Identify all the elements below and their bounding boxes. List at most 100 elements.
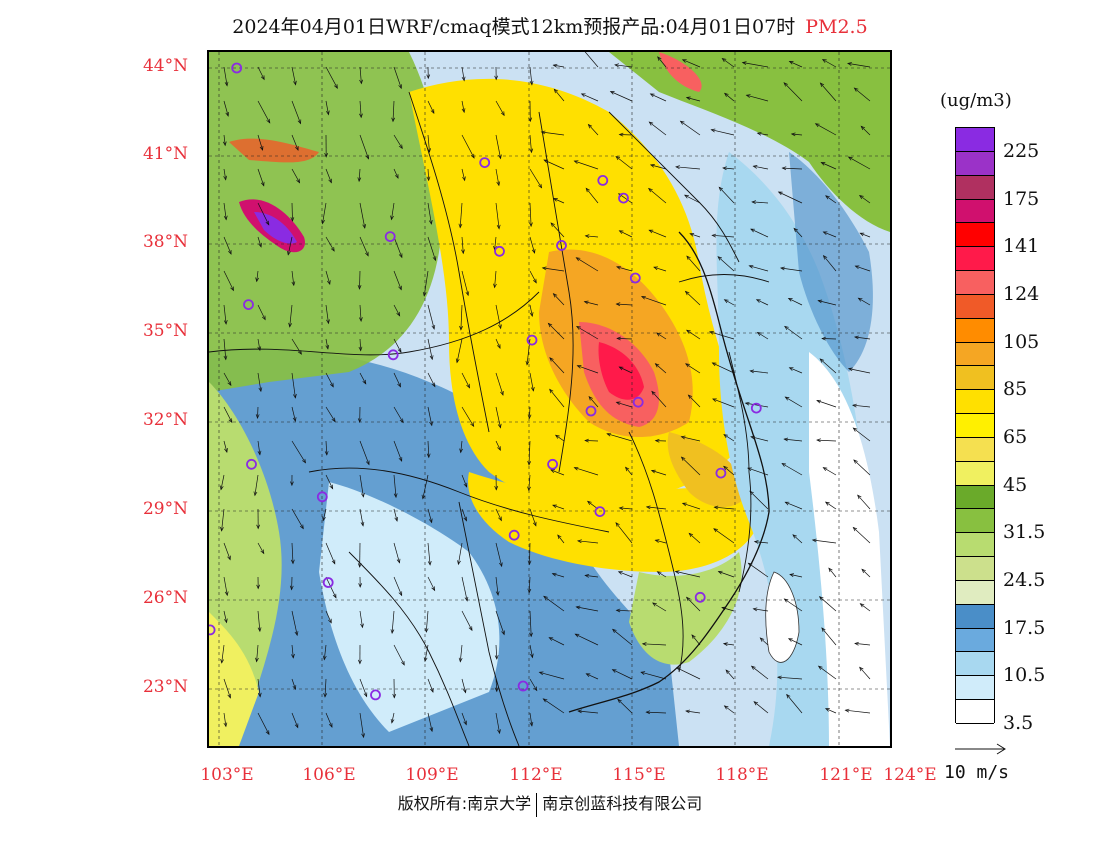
wind-vector	[458, 542, 463, 565]
wind-vector-head	[753, 540, 759, 544]
wind-vector	[685, 710, 701, 714]
wind-vector	[529, 236, 535, 254]
wind-vector-head	[531, 248, 536, 254]
wind-vector	[581, 93, 599, 102]
wind-vector-head	[819, 358, 825, 363]
wind-vector	[676, 667, 701, 680]
colorbar-segment	[956, 437, 994, 462]
wind-vector-head	[747, 562, 753, 567]
wind-vector	[461, 406, 474, 427]
wind-vector-head	[528, 117, 533, 123]
station-marker	[629, 272, 641, 284]
wind-vector	[777, 676, 803, 680]
wind-vector	[788, 638, 803, 646]
wind-vector-head	[781, 463, 787, 467]
wind-vector-head	[357, 563, 362, 568]
wind-vector	[254, 474, 259, 496]
wind-vector	[789, 367, 803, 374]
wind-vector	[393, 406, 404, 423]
colorbar-label: 45	[1003, 473, 1028, 496]
wind-vector-head	[498, 324, 502, 330]
wind-vector-head	[261, 315, 266, 321]
wind-vector-head	[357, 177, 362, 183]
wind-vector	[461, 610, 473, 631]
wind-vector-head	[551, 572, 557, 577]
wind-vector	[291, 508, 304, 529]
wind-vector	[791, 133, 803, 136]
wind-vector	[459, 644, 463, 662]
wind-vector	[257, 610, 261, 632]
wind-vector-head	[357, 659, 362, 665]
wind-vector-head	[257, 346, 262, 352]
lon-label: 109°E	[405, 765, 459, 785]
wind-vector-head	[527, 588, 532, 594]
wind-vector-head	[430, 687, 434, 693]
wind-vector-head	[530, 386, 535, 392]
vector-reference-arrow	[955, 743, 1006, 755]
wind-vector-head	[224, 448, 228, 453]
wind-vector-head	[857, 494, 862, 500]
wind-vector-head	[688, 532, 694, 538]
wind-vector-head	[749, 490, 754, 496]
wind-vector	[427, 372, 436, 387]
wind-vector	[612, 629, 633, 646]
wind-vector	[574, 467, 599, 476]
wind-vector-head	[253, 491, 258, 497]
wind-vector	[825, 501, 837, 510]
wind-vector-head	[689, 233, 695, 237]
wind-vector-head	[494, 485, 499, 491]
wind-vector-head	[784, 501, 790, 506]
wind-vector-head	[817, 665, 823, 670]
wind-vector-head	[423, 657, 428, 663]
wind-vector	[291, 134, 299, 151]
wind-vector-head	[431, 382, 436, 388]
wind-vector	[853, 427, 871, 442]
wind-vector-head	[828, 567, 833, 573]
wind-vector-head	[223, 355, 228, 361]
wind-vector	[427, 202, 432, 225]
wind-vector-head	[722, 642, 728, 647]
wind-vector-head	[223, 319, 228, 325]
wind-vector-head	[223, 175, 228, 181]
wind-vector	[709, 331, 735, 340]
wind-vector	[325, 440, 328, 455]
wind-vector-head	[745, 94, 751, 98]
wind-vector	[825, 195, 837, 204]
wind-vector-head	[426, 74, 431, 80]
wind-vector	[748, 562, 769, 578]
wind-vector-head	[496, 181, 501, 187]
wind-vector-head	[399, 418, 404, 424]
wind-vector-head	[256, 584, 261, 590]
wind-vector	[828, 567, 837, 578]
wind-vector	[325, 576, 337, 598]
wind-vector-head	[466, 383, 471, 389]
wind-vector	[610, 91, 633, 102]
wind-vector	[652, 602, 667, 612]
colorbar-segment	[956, 151, 994, 176]
wind-vector-head	[741, 61, 747, 65]
station-marker	[209, 624, 216, 636]
colorbar-segment	[956, 604, 994, 629]
wind-vector	[359, 100, 362, 118]
wind-vector-head	[256, 524, 261, 530]
wind-vector	[753, 165, 769, 170]
wind-vector	[724, 93, 735, 102]
wind-vector	[325, 338, 329, 349]
wind-vector-head	[392, 693, 397, 699]
wind-vector	[359, 474, 364, 497]
wind-vector-head	[618, 506, 624, 511]
wind-vector-head	[459, 448, 463, 454]
wind-vector-head	[429, 421, 433, 427]
wind-vector	[723, 643, 735, 646]
colorbar-segment	[956, 223, 994, 248]
colorbar-segment	[956, 414, 994, 438]
wind-vector	[854, 87, 871, 102]
wind-vector	[529, 134, 532, 153]
wind-vector	[680, 120, 701, 136]
wind-vector	[291, 644, 294, 658]
colorbar-label: 17.5	[1003, 616, 1046, 639]
wind-vector	[616, 401, 633, 408]
colorbar-segment	[956, 557, 994, 581]
wind-vector	[495, 304, 502, 329]
wind-vector-head	[258, 242, 262, 248]
